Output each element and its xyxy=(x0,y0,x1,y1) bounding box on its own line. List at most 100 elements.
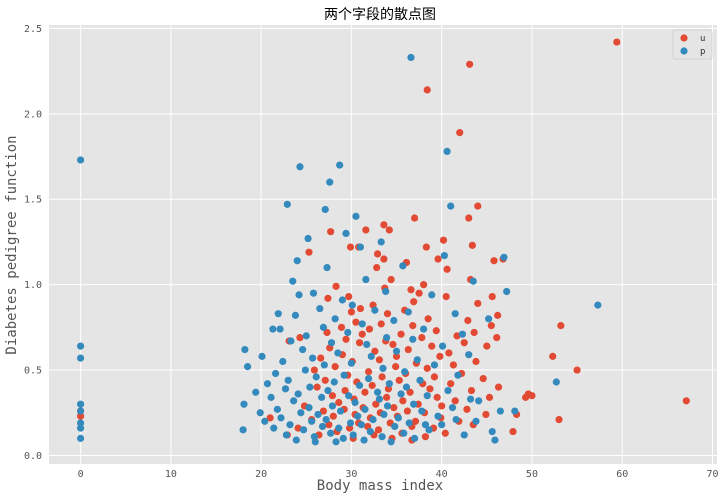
point-u xyxy=(294,424,302,432)
point-p xyxy=(318,422,327,431)
point-p xyxy=(357,421,365,429)
point-u xyxy=(375,356,383,364)
point-p xyxy=(287,337,295,345)
point-p xyxy=(311,438,319,446)
point-u xyxy=(467,386,476,395)
point-u xyxy=(380,255,388,263)
point-p xyxy=(274,310,282,318)
point-u xyxy=(380,221,388,229)
point-p xyxy=(451,310,459,318)
point-p xyxy=(327,429,335,437)
point-p xyxy=(336,407,345,415)
point-p xyxy=(362,275,370,284)
point-u xyxy=(305,248,313,256)
point-p xyxy=(277,414,285,422)
point-p xyxy=(282,431,291,439)
y-tick-label: 2.0 xyxy=(24,109,42,120)
point-u xyxy=(337,323,346,331)
point-u xyxy=(373,250,382,258)
point-u xyxy=(482,410,490,419)
point-p xyxy=(241,345,249,354)
point-u xyxy=(410,298,418,306)
tick-labels: 0 10 20 30 40 50 60 70 0.0 0.5 1.0 1.5 2.0 2.5 xyxy=(24,24,719,480)
legend-box xyxy=(672,29,713,60)
point-p xyxy=(308,354,317,362)
point-p xyxy=(390,316,398,325)
point-p xyxy=(327,339,336,347)
point-u xyxy=(682,397,690,405)
point-p xyxy=(438,421,446,429)
point-p xyxy=(358,320,366,328)
point-u xyxy=(487,322,495,330)
point-p xyxy=(383,333,391,342)
point-p xyxy=(270,424,278,432)
point-u xyxy=(362,226,370,234)
point-p xyxy=(466,395,475,403)
point-p xyxy=(76,400,85,408)
point-p xyxy=(594,301,602,309)
point-p xyxy=(399,262,407,270)
point-p xyxy=(267,393,275,401)
point-u xyxy=(373,263,381,272)
point-p xyxy=(420,325,428,333)
point-u xyxy=(468,241,476,249)
point-p xyxy=(485,315,493,323)
point-u xyxy=(442,292,450,301)
point-u xyxy=(465,214,473,222)
point-p xyxy=(423,392,431,400)
point-u xyxy=(421,433,430,441)
point-u xyxy=(418,333,426,342)
point-p xyxy=(503,287,511,296)
point-u xyxy=(390,404,398,412)
point-u xyxy=(335,398,343,407)
point-p xyxy=(401,368,409,376)
point-p xyxy=(491,436,499,444)
point-p xyxy=(511,407,519,415)
point-u xyxy=(494,383,503,391)
point-u xyxy=(323,328,331,337)
point-u xyxy=(415,289,423,297)
point-p xyxy=(256,409,264,417)
point-u xyxy=(346,243,355,251)
point-u xyxy=(392,352,401,360)
point-u xyxy=(490,257,498,265)
point-p xyxy=(361,405,369,413)
point-p xyxy=(330,378,338,386)
point-p xyxy=(338,296,346,304)
x-axis-title: Body mass index xyxy=(317,478,443,494)
point-u xyxy=(613,38,621,46)
point-p xyxy=(292,436,300,444)
point-p xyxy=(385,380,393,388)
point-p xyxy=(294,390,302,398)
point-u xyxy=(451,397,459,405)
point-p xyxy=(284,376,292,384)
point-p xyxy=(379,364,387,372)
point-u xyxy=(410,214,419,222)
point-p xyxy=(76,424,85,432)
point-p xyxy=(76,434,85,442)
point-u xyxy=(422,243,430,251)
point-u xyxy=(310,366,318,374)
point-u xyxy=(321,376,329,384)
legend-p-label: p xyxy=(700,47,705,57)
point-u xyxy=(328,392,337,400)
point-p xyxy=(434,412,442,420)
point-u xyxy=(443,265,451,273)
point-p xyxy=(496,407,504,415)
point-u xyxy=(332,282,340,290)
point-p xyxy=(269,325,277,333)
point-p xyxy=(404,308,412,316)
point-p xyxy=(369,415,377,424)
point-p xyxy=(392,347,401,355)
point-p xyxy=(331,315,339,323)
point-p xyxy=(428,291,436,299)
point-u xyxy=(428,342,436,350)
point-p xyxy=(316,304,324,313)
point-p xyxy=(273,405,281,413)
point-p xyxy=(367,352,375,360)
point-p xyxy=(279,357,287,366)
point-p xyxy=(314,410,322,419)
point-u xyxy=(445,349,453,357)
point-p xyxy=(308,417,316,425)
